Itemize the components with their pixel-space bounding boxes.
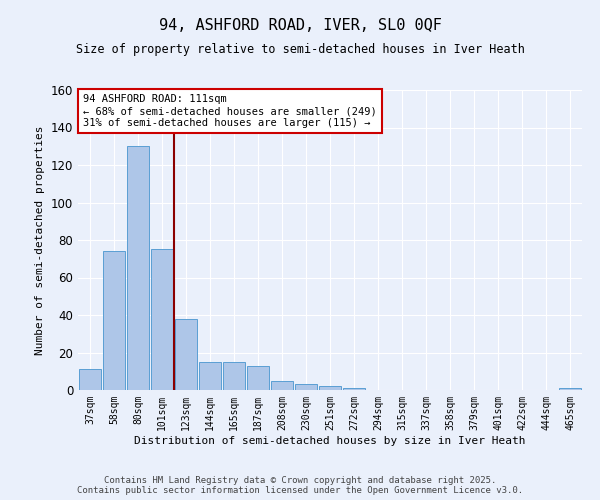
- Y-axis label: Number of semi-detached properties: Number of semi-detached properties: [35, 125, 45, 355]
- Bar: [271, 380, 293, 390]
- Text: Size of property relative to semi-detached houses in Iver Heath: Size of property relative to semi-detach…: [76, 42, 524, 56]
- Bar: [247, 366, 269, 390]
- Bar: [343, 388, 365, 390]
- Bar: [175, 319, 197, 390]
- Text: Contains HM Land Registry data © Crown copyright and database right 2025.
Contai: Contains HM Land Registry data © Crown c…: [77, 476, 523, 495]
- Bar: [151, 250, 173, 390]
- Bar: [295, 384, 317, 390]
- Bar: [199, 362, 221, 390]
- Bar: [223, 362, 245, 390]
- Bar: [127, 146, 149, 390]
- Bar: [103, 251, 125, 390]
- Bar: [319, 386, 341, 390]
- Bar: [559, 388, 581, 390]
- Text: 94 ASHFORD ROAD: 111sqm
← 68% of semi-detached houses are smaller (249)
31% of s: 94 ASHFORD ROAD: 111sqm ← 68% of semi-de…: [83, 94, 377, 128]
- Bar: [79, 370, 101, 390]
- X-axis label: Distribution of semi-detached houses by size in Iver Heath: Distribution of semi-detached houses by …: [134, 436, 526, 446]
- Text: 94, ASHFORD ROAD, IVER, SL0 0QF: 94, ASHFORD ROAD, IVER, SL0 0QF: [158, 18, 442, 32]
